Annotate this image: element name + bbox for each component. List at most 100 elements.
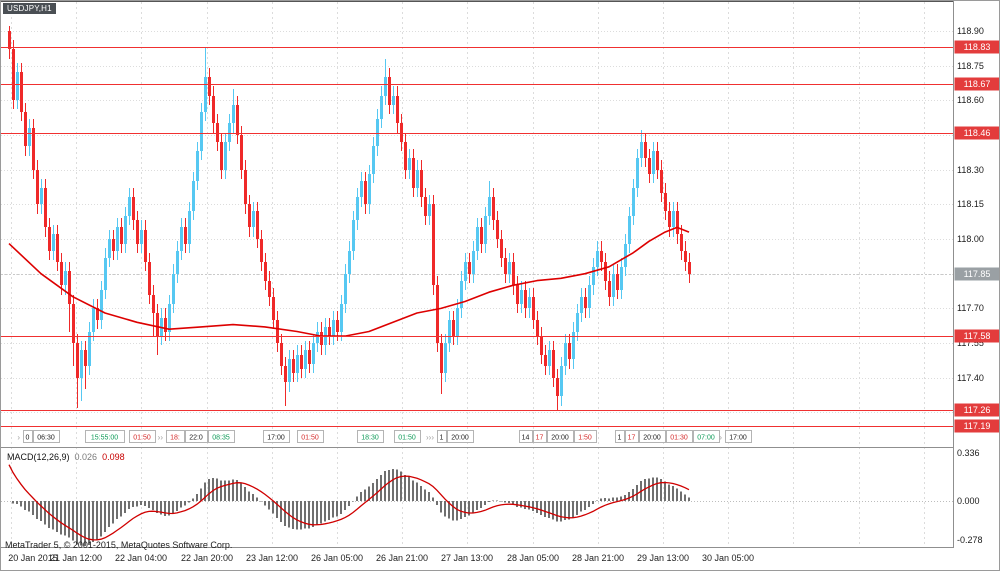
candle-body: [560, 366, 563, 396]
macd-main-value: 0.026: [75, 452, 98, 462]
candle-body: [8, 31, 11, 49]
candle-body: [644, 142, 647, 158]
price-level-badge-label: 117.26: [964, 405, 991, 415]
candle-body: [652, 151, 655, 174]
macd-plot-surface[interactable]: [1, 449, 953, 546]
candle-body: [620, 267, 623, 290]
event-marker-box[interactable]: [33, 430, 60, 443]
time-axis-label: 22 Jan 04:00: [115, 553, 167, 563]
event-marker-time: 17: [628, 435, 636, 442]
event-marker-box[interactable]: [437, 430, 447, 443]
candle-body: [340, 304, 343, 332]
price-axis-label: 117.55: [957, 338, 984, 348]
event-markers-layer: › 0 06:30 15:55:00 01:50 ›› 18: 22:0 08:35 17:00 0…: [17, 430, 752, 443]
event-marker-box[interactable]: [547, 430, 574, 443]
candle-body: [396, 96, 399, 123]
candle-body: [176, 251, 179, 274]
candle-body: [388, 77, 391, 105]
candle-body: [680, 234, 683, 251]
event-marker-box[interactable]: [185, 430, 208, 443]
event-marker-box[interactable]: [129, 430, 156, 443]
event-marker-box[interactable]: [447, 430, 474, 443]
event-marker-box[interactable]: [166, 430, 185, 443]
candle-body: [448, 320, 451, 343]
candle-body: [608, 281, 611, 297]
event-marker-box[interactable]: [23, 430, 33, 443]
candle-body: [444, 343, 447, 373]
candle-body: [300, 355, 303, 369]
candle-body: [632, 188, 635, 216]
macd-indicator-label: MACD(12,26,9) 0.026 0.098: [7, 452, 125, 462]
candle-body: [380, 96, 383, 119]
event-marker-box[interactable]: [666, 430, 693, 443]
event-marker-box[interactable]: [625, 430, 639, 443]
event-marker-box[interactable]: [357, 430, 384, 443]
candle-body: [452, 320, 455, 336]
candle-body: [648, 158, 651, 174]
candle-body: [460, 281, 463, 308]
candle-body: [336, 320, 339, 332]
price-level-badge-label: 117.19: [964, 421, 991, 431]
event-marker-time: 20:00: [451, 435, 469, 442]
event-marker-box[interactable]: [85, 430, 125, 443]
candle-body: [164, 318, 167, 332]
candle-body: [96, 308, 99, 320]
candle-body: [432, 204, 435, 285]
candle-body: [348, 251, 351, 274]
candle-body: [484, 216, 487, 244]
event-marker-time: 01:50: [301, 435, 319, 442]
candle-body: [304, 350, 307, 369]
event-marker-box[interactable]: [693, 430, 720, 443]
event-marker-box[interactable]: [519, 430, 533, 443]
candle-body: [104, 258, 107, 290]
candle-body: [180, 227, 183, 251]
marker-chevron-icon: ›: [17, 433, 20, 442]
event-marker-box[interactable]: [574, 430, 597, 443]
candle-body: [64, 271, 67, 285]
event-marker-box[interactable]: [208, 430, 235, 443]
event-marker-box[interactable]: [297, 430, 324, 443]
candle-body: [152, 295, 155, 313]
candle-body: [592, 267, 595, 285]
candle-body: [316, 332, 319, 343]
candle-body: [256, 211, 259, 239]
candle-body: [252, 211, 255, 227]
price-levels-layer: [1, 47, 953, 427]
time-axis-label: 20 Jan 2015: [8, 553, 58, 563]
candle-body: [84, 350, 87, 366]
candle-body: [132, 197, 135, 220]
event-marker-box[interactable]: [394, 430, 421, 443]
macd-signal-line: [8, 464, 690, 541]
price-level-badge: [954, 126, 999, 140]
price-axis[interactable]: 118.83 118.67 118.46 117.58 117.26 117.19 118.…: [954, 1, 1000, 571]
candle-body: [492, 197, 495, 220]
candle-body: [368, 174, 371, 204]
candle-body: [24, 112, 27, 146]
candle-body: [116, 227, 119, 251]
candle-body: [76, 343, 79, 378]
candle-body: [480, 227, 483, 244]
time-axis-panel[interactable]: [1, 548, 1000, 571]
candle-body: [564, 343, 567, 366]
price-level-badge-label: 118.67: [964, 79, 991, 89]
candle-body: [320, 332, 323, 345]
candle-body: [40, 188, 43, 204]
event-marker-box[interactable]: [615, 430, 625, 443]
price-axis-panel[interactable]: [954, 1, 1000, 571]
candle-body: [536, 320, 539, 336]
event-marker-box[interactable]: [639, 430, 666, 443]
time-axis-label: 21 Jan 12:00: [50, 553, 102, 563]
event-marker-box[interactable]: [263, 430, 290, 443]
event-marker-time: 17:00: [729, 435, 747, 442]
macd-histogram: [12, 468, 690, 546]
candle-body: [412, 158, 415, 188]
event-marker-box[interactable]: [533, 430, 547, 443]
candle-body: [88, 332, 91, 366]
chart-plot-area[interactable]: [1, 1, 953, 546]
candle-body: [124, 216, 127, 244]
event-marker-box[interactable]: [725, 430, 752, 443]
candle-body: [128, 197, 131, 216]
moving-average-layer: [8, 226, 690, 337]
